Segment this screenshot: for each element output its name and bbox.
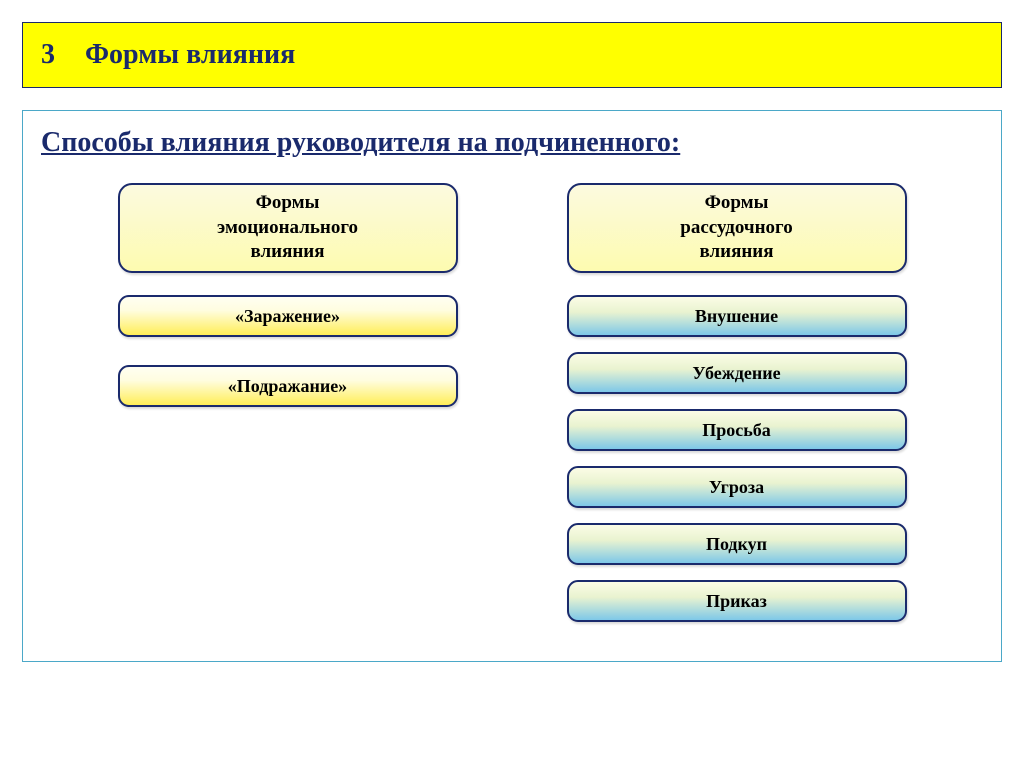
right-item-pill: Подкуп [567, 523, 907, 565]
right-item-label: Угроза [709, 477, 764, 498]
right-item-pill: Угроза [567, 466, 907, 508]
title-number: 3 [41, 39, 85, 71]
right-header-text: Формы рассудочного влияния [670, 185, 802, 271]
columns-container: Формы эмоционального влияния «Заражение»… [37, 183, 987, 637]
subtitle: Способы влияния руководителя на подчинен… [41, 127, 987, 159]
title-bar-text: 3Формы влияния [41, 39, 983, 71]
left-item-pill: «Заражение» [118, 295, 458, 337]
right-item-label: Просьба [702, 420, 771, 441]
right-item-label: Внушение [695, 306, 778, 327]
right-column: Формы рассудочного влияния Внушение Убеж… [532, 183, 941, 637]
left-item-label: «Заражение» [235, 306, 340, 327]
left-item-pill: «Подражание» [118, 365, 458, 407]
right-item-pill: Просьба [567, 409, 907, 451]
main-content-box: Способы влияния руководителя на подчинен… [22, 110, 1002, 662]
left-header-text: Формы эмоционального влияния [207, 185, 368, 271]
title-bar: 3Формы влияния [22, 22, 1002, 88]
right-item-pill: Убеждение [567, 352, 907, 394]
right-item-pill: Приказ [567, 580, 907, 622]
left-column: Формы эмоционального влияния «Заражение»… [83, 183, 492, 637]
right-header-pill: Формы рассудочного влияния [567, 183, 907, 273]
right-item-label: Убеждение [692, 363, 780, 384]
right-item-label: Подкуп [706, 534, 767, 555]
title-label: Формы влияния [85, 39, 295, 70]
right-item-label: Приказ [706, 591, 767, 612]
right-item-pill: Внушение [567, 295, 907, 337]
left-item-label: «Подражание» [228, 376, 347, 397]
left-header-pill: Формы эмоционального влияния [118, 183, 458, 273]
